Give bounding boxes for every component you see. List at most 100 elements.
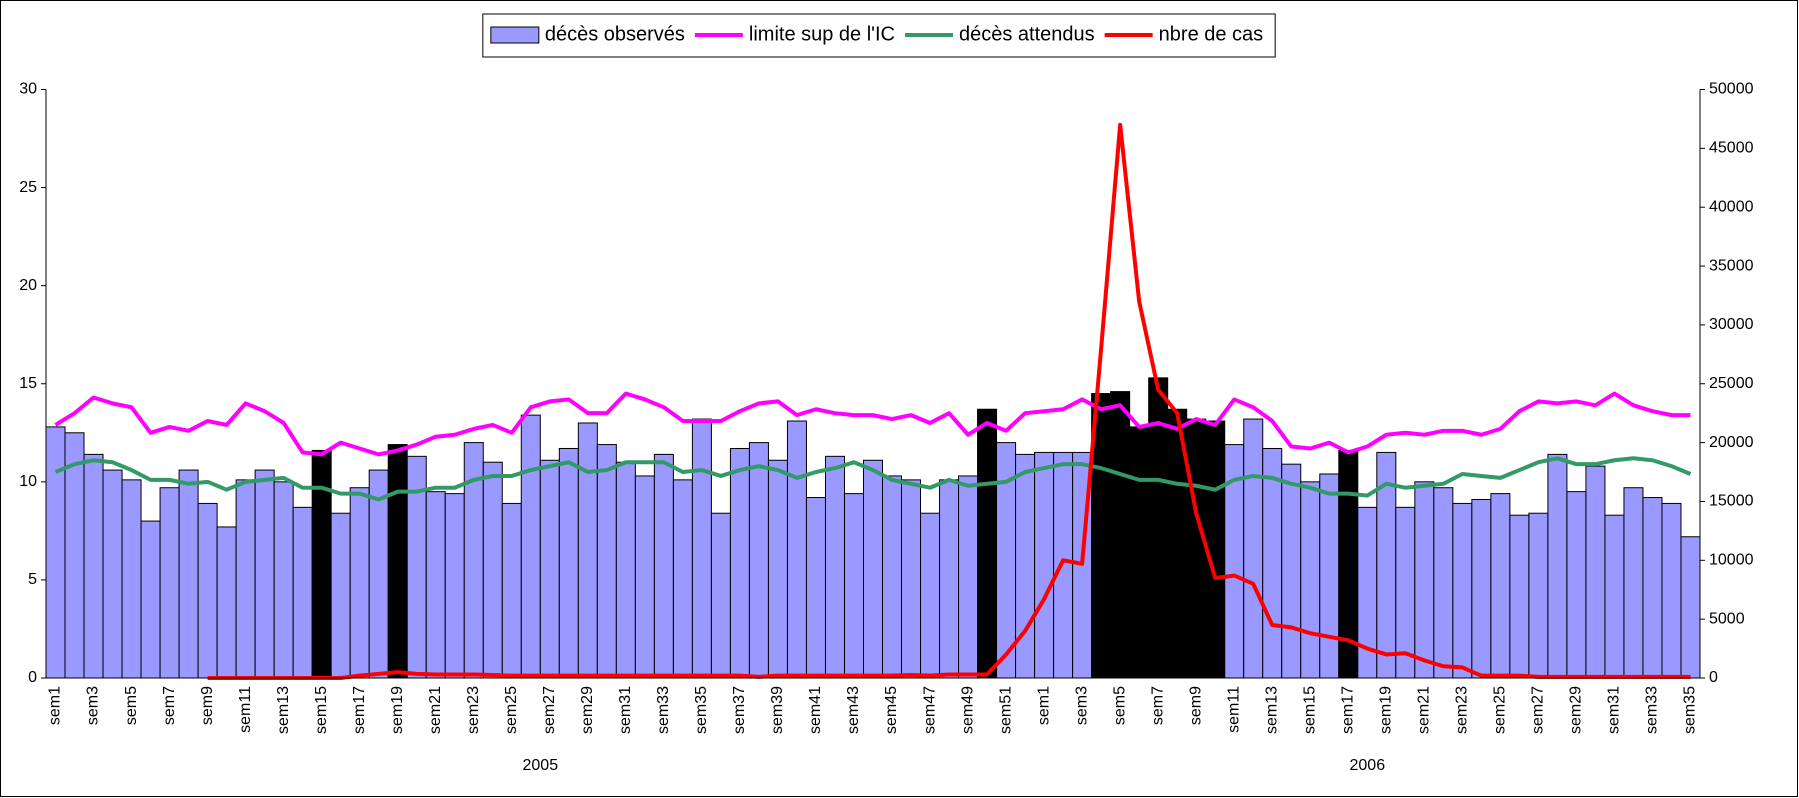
bar [577, 422, 598, 679]
y-tick-label: 0 [28, 669, 37, 686]
bar [292, 506, 313, 679]
bar [1642, 497, 1663, 679]
bar [121, 479, 142, 679]
x-tick-label: sem35 [1682, 686, 1699, 734]
bar [1604, 514, 1625, 679]
x-tick-label: sem35 [693, 686, 710, 734]
y2-tick-label: 5000 [1709, 610, 1745, 627]
y2-tick-label: 0 [1709, 669, 1718, 686]
line-series [207, 122, 1691, 680]
bar [501, 502, 522, 679]
x-tick-label: sem19 [1378, 686, 1395, 734]
legend: décès observés limite sup de l'IC décès at… [482, 13, 1276, 58]
bar [1243, 418, 1264, 679]
bar [634, 475, 655, 679]
legend-label: décès observés [545, 23, 685, 45]
bar [64, 432, 85, 679]
x-tick-label: sem25 [503, 686, 520, 734]
bar [102, 469, 123, 679]
bar [672, 479, 693, 679]
y2-tick-label: 40000 [1709, 198, 1754, 215]
y2-tick-label: 15000 [1709, 493, 1754, 510]
bar [882, 475, 903, 679]
y2-tick-label: 50000 [1709, 81, 1754, 98]
x-tick-label: sem1 [47, 686, 64, 725]
bar [1623, 487, 1644, 679]
year-label: 2006 [1350, 757, 1386, 774]
x-tick-label: sem17 [351, 686, 368, 734]
y-tick-label: 25 [19, 179, 37, 196]
x-tick-label: sem21 [1416, 686, 1433, 734]
x-tick-label: sem15 [313, 686, 330, 734]
bar [920, 512, 941, 679]
bar [615, 461, 636, 679]
x-tick-label: sem43 [845, 686, 862, 734]
y2-tick-label: 30000 [1709, 316, 1754, 333]
legend-swatch [490, 26, 540, 44]
bar [1452, 502, 1473, 679]
bar [311, 449, 332, 679]
bar [1034, 451, 1055, 679]
bar [691, 418, 712, 679]
bar [1110, 391, 1131, 679]
x-tick-label: sem51 [997, 686, 1014, 734]
x-tick-label: sem13 [275, 686, 292, 734]
x-tick-label: sem33 [1644, 686, 1661, 734]
x-tick-label: sem23 [1454, 686, 1471, 734]
bar [653, 453, 674, 679]
bar [729, 447, 750, 679]
y2-tick-label: 45000 [1709, 140, 1754, 157]
x-tick-label: sem23 [465, 686, 482, 734]
bar [216, 526, 237, 679]
x-tick-label: sem41 [807, 686, 824, 734]
y2-tick-label: 20000 [1709, 434, 1754, 451]
x-tick-label: sem45 [883, 686, 900, 734]
bar [748, 442, 769, 679]
bar [254, 469, 275, 679]
bar [710, 512, 731, 679]
x-tick-label: sem37 [731, 686, 748, 734]
bar [1414, 481, 1435, 679]
bar [862, 459, 884, 679]
y2-tick-label: 10000 [1709, 552, 1754, 569]
line-series [54, 456, 1692, 502]
bar [1053, 451, 1074, 679]
bar [1281, 463, 1302, 679]
bar [330, 512, 351, 679]
year-label: 2005 [523, 757, 559, 774]
bar [273, 481, 294, 679]
y-tick-label: 10 [19, 473, 37, 490]
bar [1129, 426, 1150, 679]
bar [977, 408, 998, 679]
x-tick-label: sem39 [769, 686, 786, 734]
bar [1585, 465, 1606, 679]
bar [1300, 481, 1321, 679]
bar [1262, 447, 1283, 679]
x-tick-label: sem29 [579, 686, 596, 734]
bar [140, 520, 161, 679]
bar [444, 493, 465, 679]
bar [178, 469, 199, 679]
bar [197, 502, 218, 679]
legend-label: nbre de cas [1159, 23, 1264, 45]
bar [805, 497, 826, 679]
x-tick-label: sem9 [199, 686, 216, 725]
bar [786, 420, 807, 679]
bar [1471, 498, 1492, 679]
bar [520, 414, 541, 679]
x-tick-label: sem1 [1035, 686, 1052, 725]
x-tick-label: sem47 [921, 686, 938, 734]
legend-label: décès attendus [959, 23, 1095, 45]
bar [235, 479, 256, 679]
bar [1680, 536, 1701, 679]
bar [83, 453, 104, 679]
x-tick-label: sem17 [1340, 686, 1357, 734]
bar [1186, 418, 1207, 679]
x-tick-label: sem3 [1073, 686, 1090, 725]
bar [45, 426, 66, 679]
bar [767, 459, 788, 679]
x-tick-label: sem27 [1530, 686, 1547, 734]
x-tick-label: sem27 [541, 686, 558, 734]
